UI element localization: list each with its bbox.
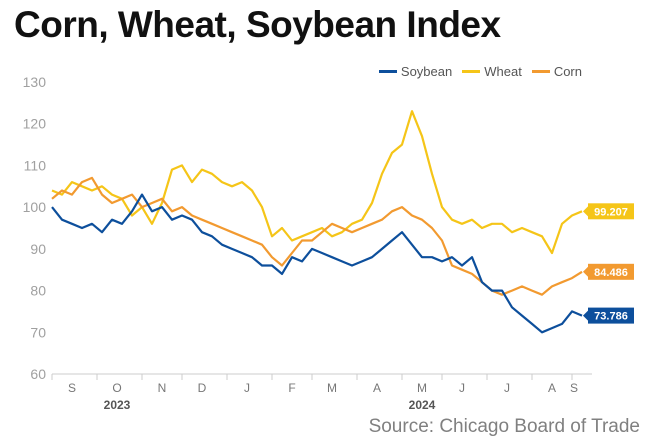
legend-label-corn: Corn: [553, 64, 582, 79]
end-label-pointer-soybean: [583, 310, 588, 321]
end-label-pointer-wheat: [583, 206, 588, 217]
y-tick-label: 90: [30, 241, 46, 257]
year-label: 2024: [409, 398, 436, 412]
series-line-wheat: [51, 110, 583, 255]
x-tick-label: J: [459, 381, 465, 395]
y-tick-label: 130: [23, 74, 47, 90]
y-tick-label: 120: [23, 116, 47, 132]
x-tick-label: O: [112, 381, 121, 395]
x-tick-label: D: [198, 381, 207, 395]
legend-swatch-wheat: [462, 70, 481, 73]
end-label-box-corn: [588, 263, 634, 280]
end-label-corn: 84.486: [594, 267, 628, 279]
end-label-pointer-corn: [583, 266, 588, 277]
x-tick-label: S: [68, 381, 76, 395]
x-tick-label: A: [373, 381, 381, 395]
x-tick-label: M: [327, 381, 337, 395]
x-tick-label: A: [548, 381, 556, 395]
legend-item-wheat: Wheat: [462, 64, 522, 79]
legend-label-soybean: Soybean: [400, 64, 453, 79]
y-tick-label: 60: [30, 366, 46, 382]
x-tick-label: S: [570, 381, 578, 395]
legend-swatch-soybean: [378, 70, 397, 73]
source-note: Source: Chicago Board of Trade: [368, 416, 640, 437]
legend-item-soybean: Soybean: [378, 64, 453, 79]
end-label-soybean: 73.786: [594, 311, 628, 323]
end-label-box-soybean: [588, 307, 634, 324]
end-label-box-wheat: [588, 203, 634, 220]
legend-swatch-corn: [531, 70, 550, 73]
legend: Soybean Wheat Corn: [378, 64, 582, 79]
x-tick-label: J: [244, 381, 250, 395]
end-label-wheat: 99.207: [594, 206, 628, 218]
x-tick-label: N: [158, 381, 167, 395]
chart-title: Corn, Wheat, Soybean Index: [14, 4, 501, 45]
series-line-soybean: [51, 193, 583, 334]
y-tick-label: 70: [30, 324, 46, 340]
y-tick-label: 110: [24, 157, 47, 173]
x-tick-label: J: [504, 381, 510, 395]
y-tick-label: 80: [30, 283, 46, 299]
y-tick-label: 100: [23, 199, 47, 215]
legend-item-corn: Corn: [531, 64, 582, 79]
x-tick-label: F: [288, 381, 295, 395]
x-tick-label: M: [417, 381, 427, 395]
series-line-corn: [51, 176, 583, 296]
year-label: 2023: [104, 398, 131, 412]
legend-label-wheat: Wheat: [484, 64, 522, 79]
